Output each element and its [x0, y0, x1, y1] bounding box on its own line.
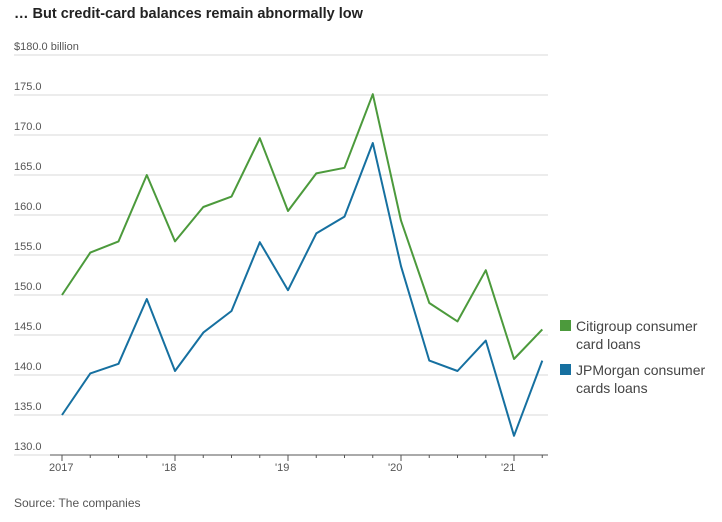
- y-tick-label: 165.0: [14, 161, 42, 173]
- series-lines: [61, 93, 544, 437]
- y-tick-label: $180.0 billion: [14, 41, 79, 53]
- y-tick-label: 175.0: [14, 81, 42, 93]
- y-tick-label: 160.0: [14, 201, 42, 213]
- legend-swatch: [560, 320, 571, 331]
- legend: Citigroup consumer card loans JPMorgan con…: [560, 318, 706, 396]
- x-axis: 2017 '18 '19 '20 '21: [49, 454, 548, 474]
- y-tick-label: 140.0: [14, 361, 42, 373]
- y-axis-labels: $180.0 billion 175.0 170.0 165.0 160.0 155.0 1…: [14, 41, 79, 453]
- y-tick-label: 150.0: [14, 281, 42, 293]
- gridlines: [14, 54, 548, 456]
- chart-title: … But credit-card balances remain abnorm…: [14, 6, 363, 22]
- y-tick-label: 130.0: [14, 441, 42, 453]
- legend-label: JPMorgan consumer cards loans: [576, 362, 706, 396]
- series-line-jpmorgan: [61, 142, 544, 437]
- series-line-citigroup: [61, 93, 544, 360]
- x-tick-label: '20: [388, 462, 402, 474]
- y-tick-label: 170.0: [14, 121, 42, 133]
- y-tick-label: 145.0: [14, 321, 42, 333]
- y-tick-label: 135.0: [14, 401, 42, 413]
- x-tick-label: 2017: [49, 462, 73, 474]
- source-note: Source: The companies: [14, 496, 141, 510]
- x-tick-label: '21: [501, 462, 515, 474]
- x-tick-label: '19: [275, 462, 289, 474]
- legend-swatch: [560, 364, 571, 375]
- legend-label: Citigroup consumer card loans: [576, 318, 698, 352]
- y-tick-label: 155.0: [14, 241, 42, 253]
- x-tick-label: '18: [162, 462, 176, 474]
